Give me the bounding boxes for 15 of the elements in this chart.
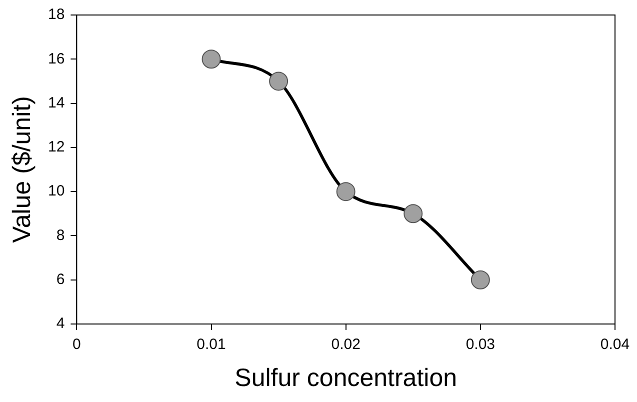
y-tick-label: 14 bbox=[48, 94, 65, 112]
y-tick-label: 4 bbox=[56, 315, 65, 332]
x-tick-label: 0.03 bbox=[466, 336, 496, 354]
y-tick-label: 18 bbox=[48, 6, 65, 24]
y-axis-title: Value ($/unit) bbox=[8, 96, 36, 243]
x-tick-label: 0.04 bbox=[600, 336, 630, 354]
x-tick-label: 0.01 bbox=[196, 336, 226, 354]
x-tick-label: 0 bbox=[72, 336, 81, 354]
y-tick-label: 12 bbox=[48, 138, 65, 156]
x-axis-title: Sulfur concentration bbox=[234, 364, 458, 392]
y-tick-label: 8 bbox=[56, 226, 65, 244]
y-tick-label: 16 bbox=[48, 50, 65, 68]
y-tick-label: 10 bbox=[48, 182, 65, 200]
x-tick-label: 0.02 bbox=[331, 336, 360, 354]
y-tick-label: 6 bbox=[56, 271, 65, 288]
